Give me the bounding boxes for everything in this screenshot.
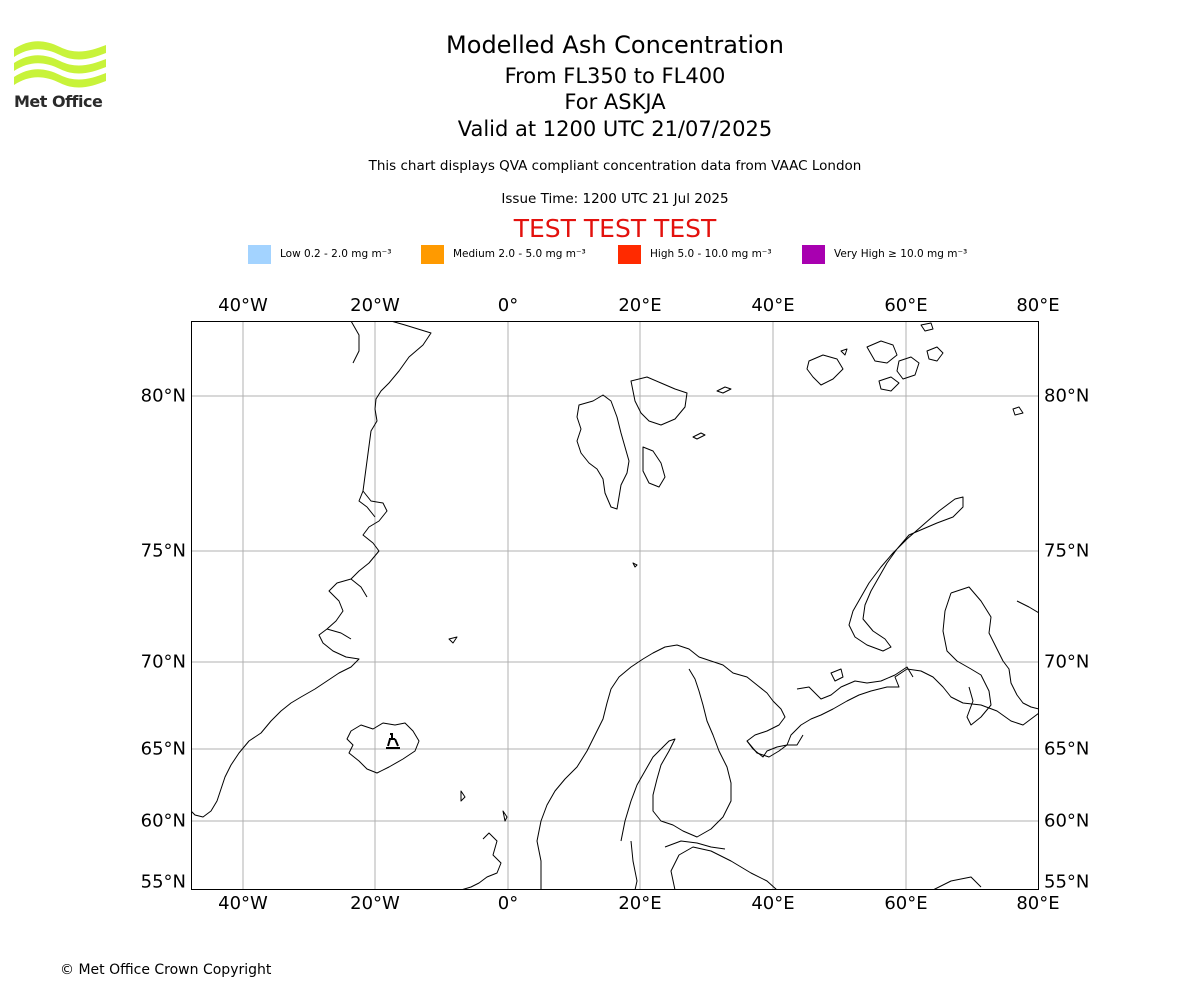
coastline-faroe bbox=[460, 790, 466, 802]
coastline-greenland-inlet bbox=[326, 628, 352, 640]
issue-time: Issue Time: 1200 UTC 21 Jul 2025 bbox=[501, 191, 729, 207]
lat-label-right: 70°N bbox=[1044, 651, 1090, 673]
coastline-gydan bbox=[1016, 600, 1039, 614]
coastline-svalbard-east bbox=[630, 376, 688, 426]
met-office-wordmark: Met Office bbox=[14, 92, 103, 111]
coastline-svalbard-west bbox=[576, 394, 630, 510]
lon-label-top: 20°E bbox=[618, 295, 662, 316]
chart-title: Modelled Ash Concentration bbox=[446, 31, 784, 59]
coastline-greenland-inlet bbox=[350, 578, 368, 598]
lat-label-left: 65°N bbox=[140, 738, 186, 760]
coastline-novaya-zemlya bbox=[848, 496, 964, 652]
lat-label-right: 60°N bbox=[1044, 810, 1090, 832]
lat-label-right: 55°N bbox=[1044, 871, 1090, 893]
coastline-baltic bbox=[630, 840, 638, 890]
legend-swatch-high bbox=[618, 244, 641, 264]
coastline-bear-island bbox=[632, 562, 638, 568]
lon-label-top: 40°W bbox=[218, 295, 268, 316]
legend-label-very-high: Very High ≥ 10.0 mg m⁻³ bbox=[834, 248, 968, 260]
coastline-franz-josef bbox=[878, 376, 900, 392]
gridlines bbox=[191, 321, 1039, 890]
legend-item-high: High 5.0 - 10.0 mg m⁻³ bbox=[618, 244, 772, 264]
coastline-iceland bbox=[346, 722, 420, 774]
coastline-greenland bbox=[191, 321, 432, 818]
legend-item-medium: Medium 2.0 - 5.0 mg m⁻³ bbox=[421, 244, 586, 264]
coastline-jan-mayen bbox=[448, 636, 458, 644]
lon-label-bottom: 20°E bbox=[618, 893, 662, 914]
coastline-svalbard-islet bbox=[692, 432, 706, 440]
coastline-greenland-north bbox=[350, 321, 360, 364]
coastline-yamal bbox=[950, 586, 1039, 710]
volcano-icon bbox=[386, 733, 400, 749]
lon-label-bottom: 40°E bbox=[751, 893, 795, 914]
legend-item-very-high: Very High ≥ 10.0 mg m⁻³ bbox=[802, 244, 967, 264]
lat-label-right: 80°N bbox=[1044, 385, 1090, 407]
lat-label-left: 80°N bbox=[140, 385, 186, 407]
volcano-name: For ASKJA bbox=[564, 90, 666, 114]
legend-label-medium: Medium 2.0 - 5.0 mg m⁻³ bbox=[453, 248, 586, 260]
coastline-gulf-of-finland bbox=[664, 840, 726, 850]
coastline-franz-josef bbox=[866, 340, 898, 364]
legend-swatch-very-high bbox=[802, 244, 825, 264]
lat-label-left: 55°N bbox=[140, 871, 186, 893]
coastline-shetland bbox=[502, 810, 508, 822]
lat-label-left: 60°N bbox=[140, 810, 186, 832]
coastline-svalbard-south bbox=[642, 446, 666, 488]
coastline-yamal-west bbox=[942, 592, 992, 726]
coastline-franz-josef bbox=[920, 322, 934, 332]
test-banner: TEST TEST TEST bbox=[513, 214, 717, 243]
coastline-white-sea bbox=[746, 734, 804, 758]
coastline-scandinavia bbox=[536, 644, 1039, 890]
coastline-russia-south bbox=[932, 876, 982, 890]
lat-label-right: 75°N bbox=[1044, 540, 1090, 562]
lon-label-top: 20°W bbox=[350, 295, 400, 316]
coastline-svalbard-islet bbox=[716, 386, 732, 394]
chart-description: This chart displays QVA compliant concen… bbox=[368, 158, 862, 174]
lon-label-bottom: 20°W bbox=[350, 893, 400, 914]
met-office-logo bbox=[14, 41, 106, 88]
coastline-franz-josef bbox=[926, 346, 944, 362]
lat-label-right: 65°N bbox=[1044, 738, 1090, 760]
coastline-franz-josef bbox=[806, 354, 844, 386]
lat-label-left: 70°N bbox=[140, 651, 186, 673]
map-border bbox=[191, 321, 1039, 890]
lat-label-left: 75°N bbox=[140, 540, 186, 562]
flight-level-range: From FL350 to FL400 bbox=[504, 64, 726, 88]
lon-label-bottom: 40°W bbox=[218, 893, 268, 914]
lon-label-bottom: 0° bbox=[497, 893, 519, 914]
coastline-greenland-inlet bbox=[358, 490, 376, 518]
coastline-baltic-east bbox=[670, 846, 778, 890]
copyright-notice: © Met Office Crown Copyright bbox=[60, 962, 272, 978]
coastlines bbox=[191, 321, 1039, 890]
coastline-islet bbox=[1012, 406, 1024, 416]
legend-swatch-medium bbox=[421, 244, 444, 264]
lon-label-top: 60°E bbox=[884, 295, 928, 316]
lon-label-top: 0° bbox=[497, 295, 519, 316]
coastline-russia-north bbox=[796, 666, 914, 700]
coastline-franz-josef bbox=[840, 348, 848, 356]
lon-label-bottom: 60°E bbox=[884, 893, 928, 914]
coastline-franz-josef bbox=[896, 356, 920, 380]
lon-label-bottom: 80°E bbox=[1016, 893, 1060, 914]
map-panel bbox=[191, 321, 1039, 890]
coastline-scotland bbox=[460, 832, 502, 890]
coastline-kolguev bbox=[830, 668, 844, 682]
legend-swatch-low bbox=[248, 244, 271, 264]
lon-label-top: 80°E bbox=[1016, 295, 1060, 316]
legend-item-low: Low 0.2 - 2.0 mg m⁻³ bbox=[248, 244, 391, 264]
legend-label-low: Low 0.2 - 2.0 mg m⁻³ bbox=[280, 248, 392, 260]
coastline-gulf-of-bothnia bbox=[620, 668, 732, 842]
valid-time: Valid at 1200 UTC 21/07/2025 bbox=[457, 117, 773, 141]
legend-label-high: High 5.0 - 10.0 mg m⁻³ bbox=[650, 248, 772, 260]
lon-label-top: 40°E bbox=[751, 295, 795, 316]
